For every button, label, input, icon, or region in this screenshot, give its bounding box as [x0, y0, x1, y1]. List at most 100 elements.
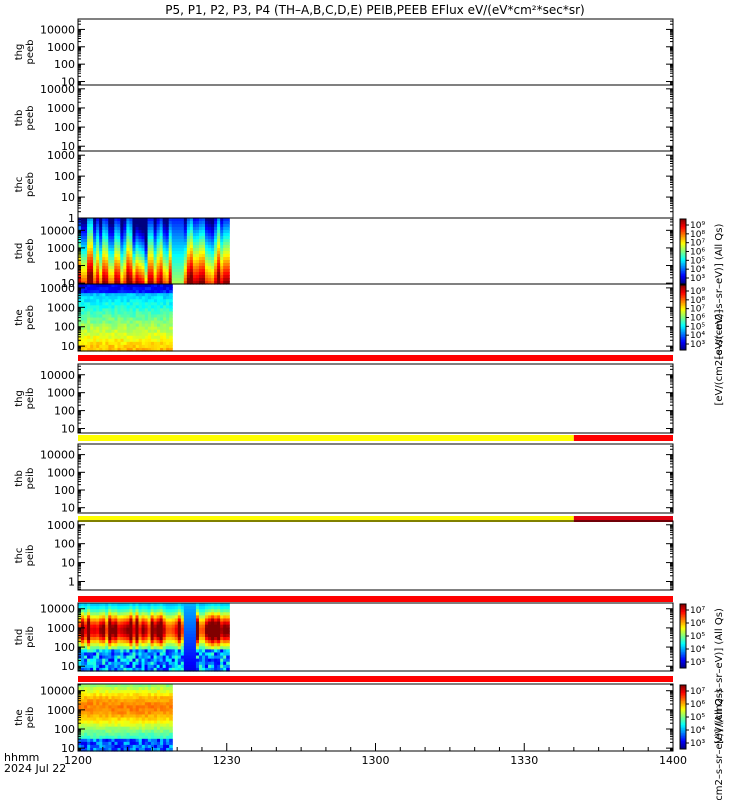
- spectrogram-cell: [217, 624, 221, 629]
- colorbar-swatch: [680, 745, 686, 748]
- spectrogram-cell: [150, 667, 155, 672]
- colorbar-swatch: [680, 685, 686, 688]
- spectrogram-cell: [135, 702, 140, 706]
- spectrogram-cell: [93, 705, 97, 709]
- spectrogram-cell: [220, 269, 224, 273]
- spectrogram-cell: [117, 744, 122, 749]
- spectrogram-cell: [87, 326, 91, 331]
- spectrogram-cell: [138, 661, 143, 666]
- spectrogram-cell: [90, 658, 94, 663]
- spectrogram-cell: [223, 224, 227, 228]
- spectrogram-cell: [87, 230, 91, 234]
- flag-bar-red: [78, 355, 673, 361]
- spectrogram-cell: [123, 230, 127, 234]
- spectrogram-cell: [123, 245, 127, 249]
- spectrogram-cell: [202, 275, 206, 279]
- spectrogram-cell: [198, 609, 203, 613]
- spectrogram-cell: [177, 221, 182, 225]
- y-tick-label: 10: [61, 191, 75, 204]
- spectrogram-cell: [117, 305, 122, 309]
- spectrogram-cell: [114, 687, 119, 691]
- colorbar-swatch: [680, 274, 686, 277]
- colorbar-swatch: [680, 688, 686, 691]
- spectrogram-cell: [132, 612, 137, 616]
- spectrogram-cell: [147, 655, 152, 660]
- spectrogram-cell: [153, 227, 158, 231]
- spectrogram-cell: [108, 254, 112, 258]
- spectrogram-cell: [189, 612, 194, 616]
- spectrogram-cell: [168, 661, 173, 666]
- panel-frame: [77, 84, 674, 152]
- spectrogram-cell: [135, 317, 140, 322]
- spectrogram-cell: [93, 290, 97, 294]
- spectrogram-cell: [84, 296, 88, 300]
- spectrogram-cell: [169, 747, 173, 752]
- spectrogram-cell: [90, 633, 94, 638]
- colorbar-swatch: [680, 280, 686, 283]
- spectrogram-cell: [223, 633, 227, 638]
- spectrogram-cell: [205, 254, 209, 258]
- spectrogram-cell: [157, 290, 161, 294]
- spectrogram-cell: [202, 643, 206, 647]
- spectrogram-cell: [195, 236, 200, 240]
- spectrogram-cell: [93, 305, 97, 309]
- spectrogram-cell: [144, 615, 149, 620]
- spectrogram-cell: [102, 615, 106, 620]
- spectrogram-cell: [87, 735, 91, 740]
- x-tick-label: 1400: [659, 754, 687, 767]
- colorbar-swatch: [680, 291, 686, 294]
- spectrogram-cell: [220, 221, 224, 225]
- spectrogram-cell: [186, 643, 191, 647]
- spectrogram-cell: [168, 251, 173, 255]
- colorbar-swatch: [680, 302, 686, 306]
- spectrogram-cell: [166, 305, 170, 309]
- spectrogram-cell: [166, 293, 170, 297]
- spectrogram-cell: [177, 633, 182, 638]
- spectrogram-cell: [174, 245, 179, 249]
- spectrogram-cell: [87, 640, 91, 644]
- colorbar-swatch: [680, 282, 686, 285]
- spectrogram-cell: [96, 269, 100, 273]
- spectrogram-cell: [99, 621, 103, 626]
- spectrogram-cell: [226, 624, 230, 629]
- spectrogram-cell: [114, 341, 119, 346]
- spectrogram-cell: [81, 257, 85, 261]
- spectrogram-cell: [180, 646, 185, 650]
- spectrogram-cell: [90, 702, 94, 706]
- spectrogram-cell: [220, 239, 224, 243]
- spectrogram-cell: [162, 664, 167, 669]
- spectrogram-cell: [114, 744, 119, 749]
- colorbar-swatch: [680, 301, 686, 304]
- spectrogram-cell: [205, 218, 209, 222]
- spectrogram-cell: [138, 640, 143, 644]
- spectrogram-cell: [93, 661, 97, 666]
- spectrogram-cell: [144, 646, 149, 650]
- spectrogram-cell: [217, 615, 221, 620]
- spectrogram-cell: [169, 714, 173, 719]
- spectrogram-cell: [144, 699, 149, 703]
- spectrogram-cell: [132, 711, 137, 716]
- spectrogram-cell: [150, 655, 155, 660]
- spectrogram-cell: [111, 661, 115, 666]
- spectrogram-cell: [156, 612, 161, 616]
- spectrogram-cell: [211, 637, 215, 641]
- spectrogram-cell: [87, 658, 91, 663]
- spectrogram-cell: [111, 684, 116, 688]
- spectrogram-cell: [120, 314, 125, 319]
- spectrogram-cell: [183, 624, 188, 629]
- spectrogram-cell: [147, 612, 152, 616]
- spectrogram-cell: [78, 640, 82, 644]
- spectrogram-cell: [138, 230, 143, 234]
- panel-frame: [77, 18, 674, 86]
- spectrogram-cell: [159, 615, 164, 620]
- spectrogram-cell: [120, 296, 125, 300]
- spectrogram-cell: [202, 627, 206, 632]
- spectrogram-cell: [217, 236, 221, 240]
- spectrogram-cell: [159, 233, 164, 237]
- spectrogram-cell: [157, 711, 161, 716]
- spectrogram-cell: [102, 702, 106, 706]
- spectrogram-cell: [123, 227, 127, 231]
- spectrogram-cell: [84, 305, 88, 309]
- spectrogram-cell: [217, 242, 221, 246]
- panel-label-product: peeb: [25, 172, 36, 197]
